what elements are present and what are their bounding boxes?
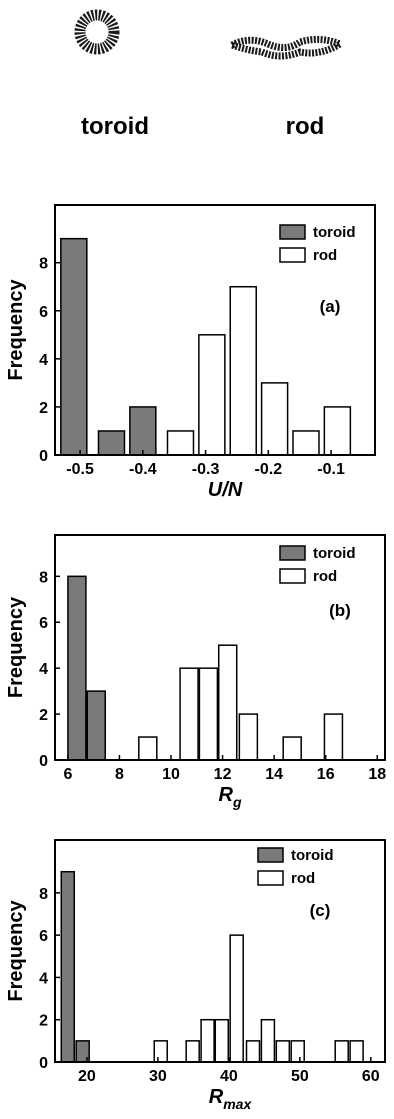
bar	[283, 737, 301, 760]
legend-label: rod	[313, 568, 337, 585]
bar	[154, 1041, 167, 1062]
rod-image	[232, 39, 340, 56]
y-tick-label: 4	[39, 352, 48, 369]
legend-swatch	[280, 546, 305, 560]
bar	[262, 383, 288, 455]
x-tick-label: 18	[368, 766, 386, 783]
x-tick-label: 20	[78, 1068, 96, 1085]
y-tick-label: 2	[39, 400, 48, 417]
x-tick-label: 50	[291, 1068, 309, 1085]
legend-label: toroid	[291, 847, 334, 864]
bar	[247, 1041, 260, 1062]
bar	[167, 431, 193, 455]
y-tick-label: 0	[39, 448, 48, 465]
bar	[87, 691, 105, 760]
bar	[180, 668, 198, 760]
x-axis-label: Rmax	[209, 1086, 253, 1112]
y-tick-label: 4	[39, 970, 48, 987]
figure: toroid rod 0 2 4 6 8 -0.5 -0.4 -0.3 -0.2 -0.1 Freq…	[0, 0, 394, 1119]
y-tick-label: 6	[39, 615, 48, 632]
bar	[130, 407, 156, 455]
x-axis-label: Rg	[218, 784, 241, 810]
y-tick-label: 6	[39, 928, 48, 945]
x-tick-label: 40	[220, 1068, 238, 1085]
bar	[201, 1020, 214, 1062]
x-tick-label: -0.2	[255, 461, 283, 478]
x-axis-label-sub: g	[232, 794, 242, 810]
annotation: (c)	[310, 901, 331, 920]
bar	[215, 1020, 228, 1062]
x-tick-label: 16	[317, 766, 335, 783]
legend-swatch	[258, 871, 283, 885]
bar	[324, 407, 350, 455]
y-tick-label: 8	[39, 569, 48, 586]
image-label: rod	[286, 113, 325, 140]
y-tick-label: 2	[39, 1013, 48, 1030]
legend-label: toroid	[313, 224, 356, 241]
bar	[199, 668, 217, 760]
x-tick-label: -0.5	[66, 461, 94, 478]
legend-swatch	[258, 848, 283, 862]
y-tick-label: 0	[39, 753, 48, 770]
bar	[230, 935, 243, 1062]
legend-swatch	[280, 225, 305, 239]
x-tick-label: 14	[265, 766, 283, 783]
annotation: (a)	[320, 297, 341, 316]
x-axis-label-main: R	[218, 784, 233, 806]
x-axis-label-sub: max	[223, 1096, 252, 1112]
toroid-image	[80, 15, 114, 49]
y-axis-label: Frequency	[5, 596, 27, 698]
bar	[293, 431, 319, 455]
image-label: toroid	[81, 113, 149, 140]
x-tick-label: 8	[115, 766, 124, 783]
legend-swatch	[280, 248, 305, 262]
bar	[61, 872, 74, 1062]
bar	[261, 1020, 274, 1062]
bar	[276, 1041, 289, 1062]
bar	[186, 1041, 199, 1062]
x-tick-label: -0.1	[317, 461, 345, 478]
y-tick-label: 0	[39, 1055, 48, 1072]
x-tick-label: 10	[162, 766, 180, 783]
x-tick-label: -0.3	[192, 461, 220, 478]
bar	[324, 714, 342, 760]
y-tick-label: 8	[39, 256, 48, 273]
y-tick-label: 2	[39, 707, 48, 724]
x-axis-label-main: R	[209, 1086, 224, 1108]
y-tick-label: 4	[39, 661, 48, 678]
bar	[350, 1041, 363, 1062]
x-axis-label-main: U/N	[208, 479, 243, 501]
legend-label: rod	[313, 247, 337, 264]
bar	[139, 737, 157, 760]
x-tick-label: 6	[63, 766, 72, 783]
y-tick-label: 6	[39, 304, 48, 321]
bar	[68, 576, 86, 760]
bar	[291, 1041, 304, 1062]
x-tick-label: -0.4	[129, 461, 157, 478]
legend-swatch	[280, 569, 305, 583]
legend-label: rod	[291, 870, 315, 887]
x-tick-label: 12	[214, 766, 232, 783]
x-tick-label: 30	[149, 1068, 167, 1085]
bar	[239, 714, 257, 760]
x-tick-label: 60	[362, 1068, 380, 1085]
y-axis-label: Frequency	[5, 279, 27, 381]
bar	[230, 287, 256, 455]
y-tick-label: 8	[39, 886, 48, 903]
bar	[219, 645, 237, 760]
bar	[199, 335, 225, 455]
bar	[61, 239, 87, 455]
bar	[335, 1041, 348, 1062]
legend-label: toroid	[313, 545, 356, 562]
annotation: (b)	[329, 601, 351, 620]
x-axis-label: U/N	[208, 479, 243, 501]
y-axis-label: Frequency	[5, 900, 27, 1002]
bar	[98, 431, 124, 455]
